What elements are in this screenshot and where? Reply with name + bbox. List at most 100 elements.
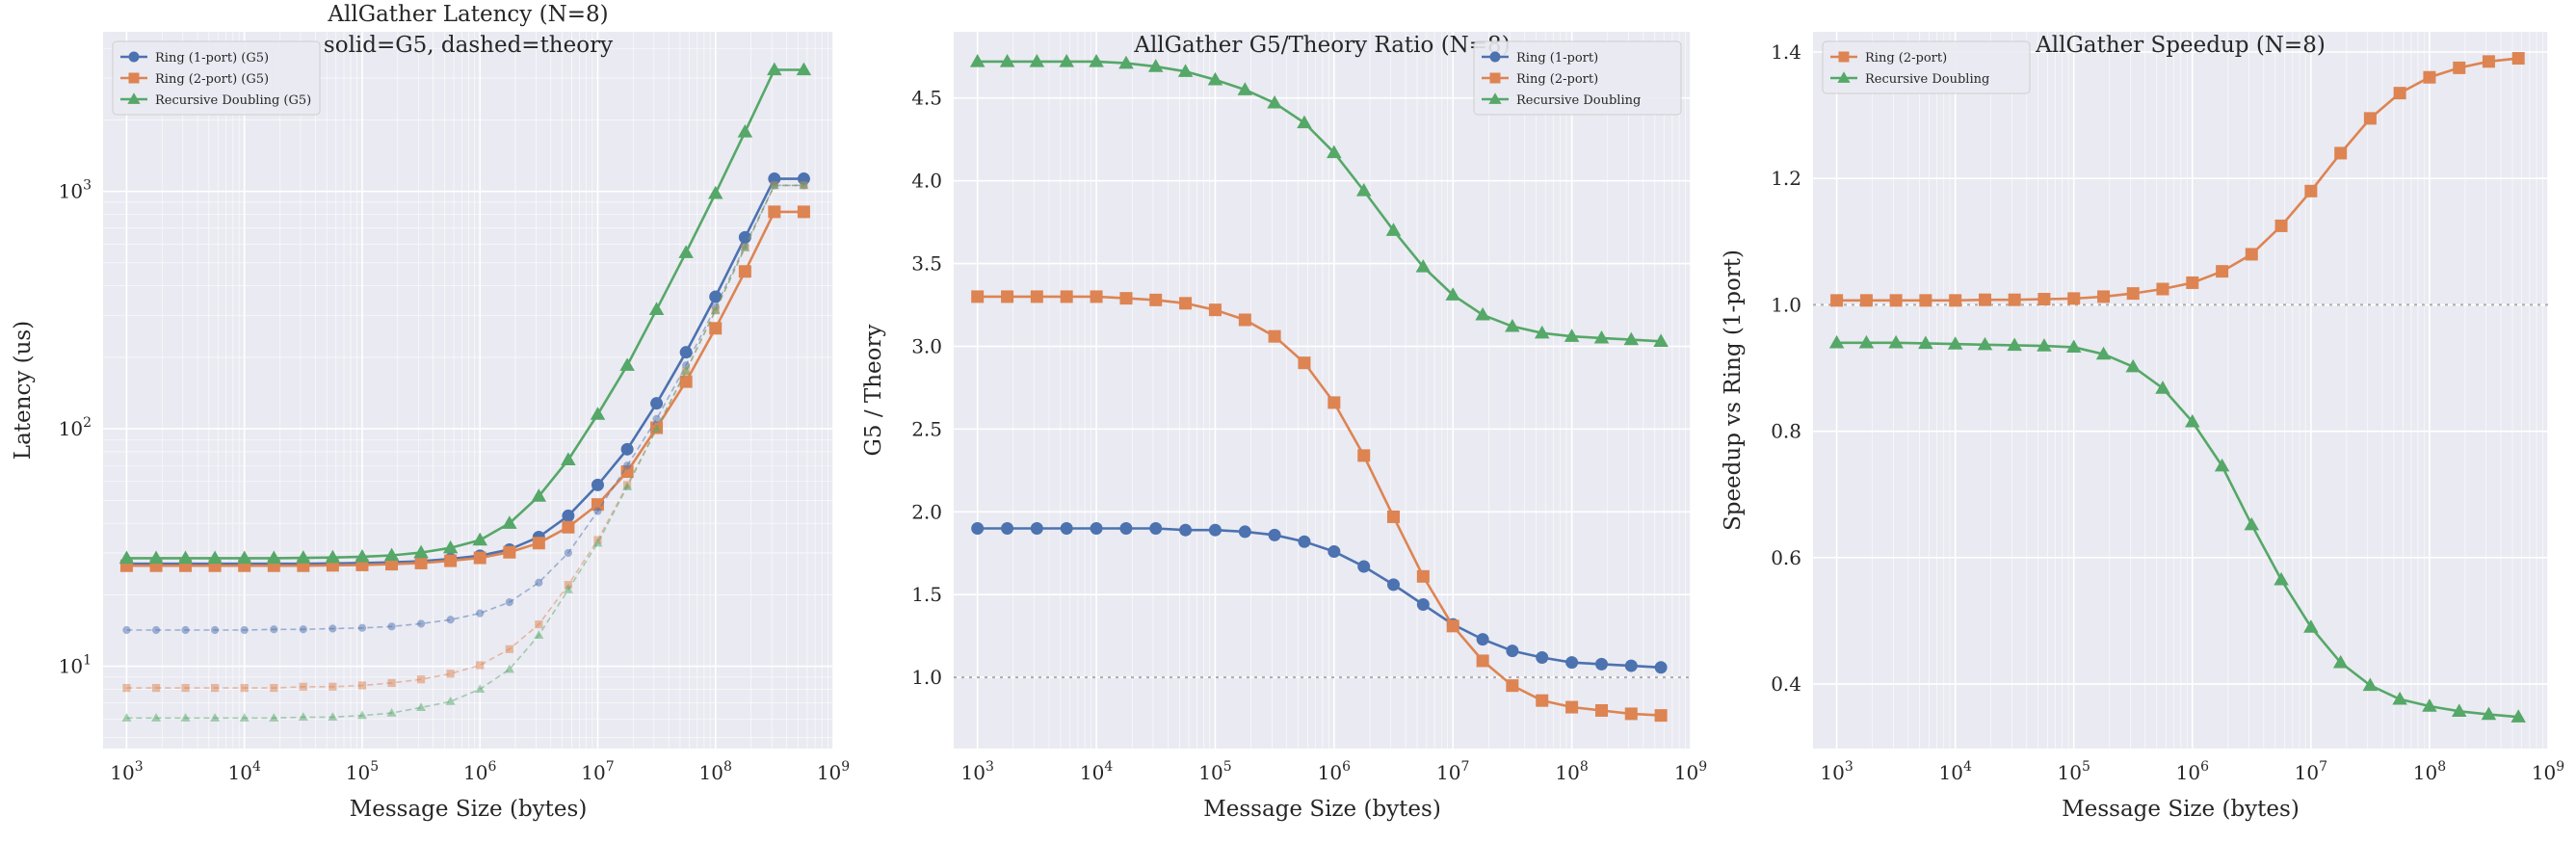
data-point bbox=[1624, 707, 1638, 721]
data-point bbox=[1089, 54, 1104, 67]
data-point bbox=[710, 305, 721, 314]
legend-label: Ring (2-port) (G5) bbox=[155, 72, 269, 87]
data-point bbox=[2510, 709, 2526, 723]
data-point bbox=[738, 265, 751, 278]
x-tick-exponent: 4 bbox=[252, 759, 261, 775]
x-axis-label: Message Size (bytes) bbox=[350, 797, 588, 822]
data-point bbox=[531, 488, 547, 502]
legend-label: Ring (2-port) bbox=[1516, 72, 1598, 87]
data-point bbox=[1268, 528, 1281, 541]
data-point bbox=[2008, 293, 2021, 306]
x-tick-base: 10 bbox=[228, 761, 252, 784]
data-point bbox=[151, 625, 161, 635]
x-axis-label: Message Size (bytes) bbox=[2062, 797, 2300, 822]
data-point bbox=[1327, 545, 1341, 559]
data-point bbox=[387, 622, 396, 631]
x-tick-exponent: 5 bbox=[370, 759, 379, 775]
data-point bbox=[709, 290, 723, 303]
data-point bbox=[211, 683, 220, 693]
y-tick-base: 10 bbox=[59, 180, 83, 203]
legend-item: Ring (1-port) bbox=[1482, 51, 1598, 66]
data-point bbox=[650, 397, 664, 410]
data-point bbox=[1119, 292, 1133, 305]
data-point bbox=[2303, 619, 2319, 633]
data-point bbox=[180, 713, 191, 722]
data-point bbox=[118, 550, 135, 565]
data-point bbox=[446, 616, 455, 624]
data-point bbox=[357, 681, 367, 690]
data-point bbox=[2362, 677, 2379, 692]
data-point bbox=[442, 539, 459, 554]
x-tick-label: 107 bbox=[1436, 759, 1469, 784]
data-point bbox=[740, 242, 750, 251]
legend-item: Ring (2-port) bbox=[1482, 72, 1598, 87]
x-tick-base: 10 bbox=[2176, 761, 2200, 784]
data-point bbox=[1654, 661, 1668, 674]
chart-subtitle: solid=G5, dashed=theory bbox=[324, 33, 613, 58]
legend-marker bbox=[128, 72, 140, 84]
x-tick-label: 109 bbox=[1674, 759, 1707, 784]
data-point bbox=[1238, 313, 1251, 327]
data-point bbox=[1355, 183, 1372, 197]
legend-item: Recursive Doubling bbox=[1482, 92, 1641, 108]
data-point bbox=[2097, 290, 2111, 303]
data-point bbox=[681, 366, 692, 375]
data-point bbox=[505, 598, 513, 607]
data-point bbox=[1238, 525, 1251, 539]
x-tick-exponent: 5 bbox=[1223, 759, 1232, 775]
data-point bbox=[2126, 287, 2140, 301]
data-point bbox=[1506, 645, 1519, 658]
data-point bbox=[1090, 521, 1103, 535]
data-point bbox=[1564, 329, 1580, 342]
data-point bbox=[535, 620, 543, 629]
data-point bbox=[2451, 703, 2467, 717]
legend: Ring (1-port) Ring (2-port) Recursive Doub… bbox=[1473, 40, 1682, 116]
data-point bbox=[122, 625, 131, 635]
data-point bbox=[211, 625, 220, 635]
legend-marker bbox=[1837, 71, 1851, 83]
data-point bbox=[1179, 297, 1193, 310]
data-point bbox=[2065, 339, 2082, 354]
data-point bbox=[503, 545, 516, 559]
legend-marker bbox=[1838, 51, 1850, 63]
ratio-chart-panel: 103 104 105 106 107 108 1091.01.52.02.53.03.54… bbox=[861, 32, 1707, 822]
x-tick-exponent: 4 bbox=[1104, 759, 1113, 775]
data-point bbox=[620, 442, 634, 456]
data-point bbox=[1386, 578, 1400, 592]
y-tick-label: 103 bbox=[59, 178, 92, 203]
data-point bbox=[971, 290, 985, 303]
y-tick-label: 1.2 bbox=[1771, 167, 1801, 190]
series-ring-1-port- bbox=[971, 521, 1668, 674]
data-point bbox=[1565, 700, 1579, 714]
legend-marker bbox=[1489, 51, 1501, 63]
data-point bbox=[1446, 619, 1459, 633]
x-tick-base: 10 bbox=[817, 761, 841, 784]
data-point bbox=[386, 707, 397, 717]
y-tick-base: 10 bbox=[59, 655, 83, 678]
data-point bbox=[1947, 336, 1963, 350]
data-point bbox=[328, 712, 338, 722]
x-tick-base: 10 bbox=[110, 761, 134, 784]
data-point bbox=[1030, 290, 1043, 303]
data-point bbox=[2511, 52, 2525, 66]
data-point bbox=[473, 551, 486, 565]
data-point bbox=[1828, 334, 1845, 349]
x-tick-exponent: 9 bbox=[841, 759, 850, 775]
data-point bbox=[181, 625, 190, 635]
series-line bbox=[977, 60, 1662, 343]
x-tick-label: 107 bbox=[2295, 759, 2327, 784]
y-tick-exponent: 3 bbox=[83, 178, 92, 194]
y-tick-base: 10 bbox=[59, 417, 83, 440]
data-point bbox=[240, 683, 249, 693]
data-point bbox=[1059, 54, 1074, 67]
x-tick-base: 10 bbox=[463, 761, 487, 784]
data-point bbox=[2392, 691, 2407, 705]
y-tick-label: 102 bbox=[59, 415, 92, 440]
data-point bbox=[296, 550, 311, 564]
x-tick-base: 10 bbox=[1820, 761, 1844, 784]
x-tick-label: 103 bbox=[960, 759, 993, 784]
data-point bbox=[1416, 598, 1430, 612]
x-tick-base: 10 bbox=[1318, 761, 1342, 784]
y-tick-label: 2.5 bbox=[911, 417, 942, 440]
